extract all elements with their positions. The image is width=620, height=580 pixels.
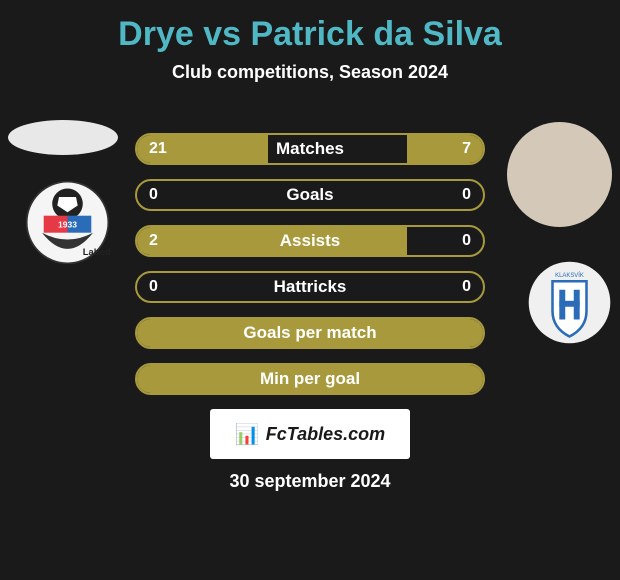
bar-fill-right — [407, 135, 483, 163]
stat-value-left: 0 — [149, 278, 158, 296]
player-right-avatar — [507, 122, 612, 227]
brand-icon: 📊 — [235, 422, 260, 447]
stat-value-right: 0 — [462, 278, 471, 296]
stat-label: Matches — [276, 139, 344, 159]
stat-row: 21 7 Matches — [135, 133, 485, 165]
stat-label: Goals per match — [243, 323, 376, 343]
bar-fill-left — [137, 227, 407, 255]
stat-label: Goals — [286, 185, 333, 205]
svg-text:Labod: Labod — [83, 247, 110, 257]
stat-row: 2 0 Assists — [135, 225, 485, 257]
stat-row: 0 0 Hattricks — [135, 271, 485, 303]
stat-value-right: 7 — [462, 140, 471, 158]
club-right-badge: KLAKSVÍK — [527, 260, 612, 345]
club-left-badge: 1933 Labod — [25, 180, 110, 265]
stat-label: Min per goal — [260, 369, 360, 389]
stats-bars: 21 7 Matches 0 0 Goals 2 0 Assists 0 0 Hattricks Goa… — [135, 133, 485, 395]
brand-text: FcTables.com — [266, 424, 385, 445]
stat-label: Assists — [280, 231, 340, 251]
stat-row: Goals per match — [135, 317, 485, 349]
stat-value-right: 0 — [462, 232, 471, 250]
stat-value-left: 0 — [149, 186, 158, 204]
brand-badge[interactable]: 📊 FcTables.com — [210, 409, 410, 459]
stat-row: Min per goal — [135, 363, 485, 395]
stat-label: Hattricks — [274, 277, 347, 297]
svg-text:KLAKSVÍK: KLAKSVÍK — [555, 272, 584, 279]
stat-value-right: 0 — [462, 186, 471, 204]
stat-value-left: 2 — [149, 232, 158, 250]
page-title: Drye vs Patrick da Silva — [20, 15, 600, 54]
subtitle: Club competitions, Season 2024 — [20, 62, 600, 83]
player-left-avatar — [8, 120, 118, 155]
date-line: 30 september 2024 — [20, 471, 600, 492]
stat-value-left: 21 — [149, 140, 167, 158]
stat-row: 0 0 Goals — [135, 179, 485, 211]
svg-text:1933: 1933 — [58, 220, 77, 230]
